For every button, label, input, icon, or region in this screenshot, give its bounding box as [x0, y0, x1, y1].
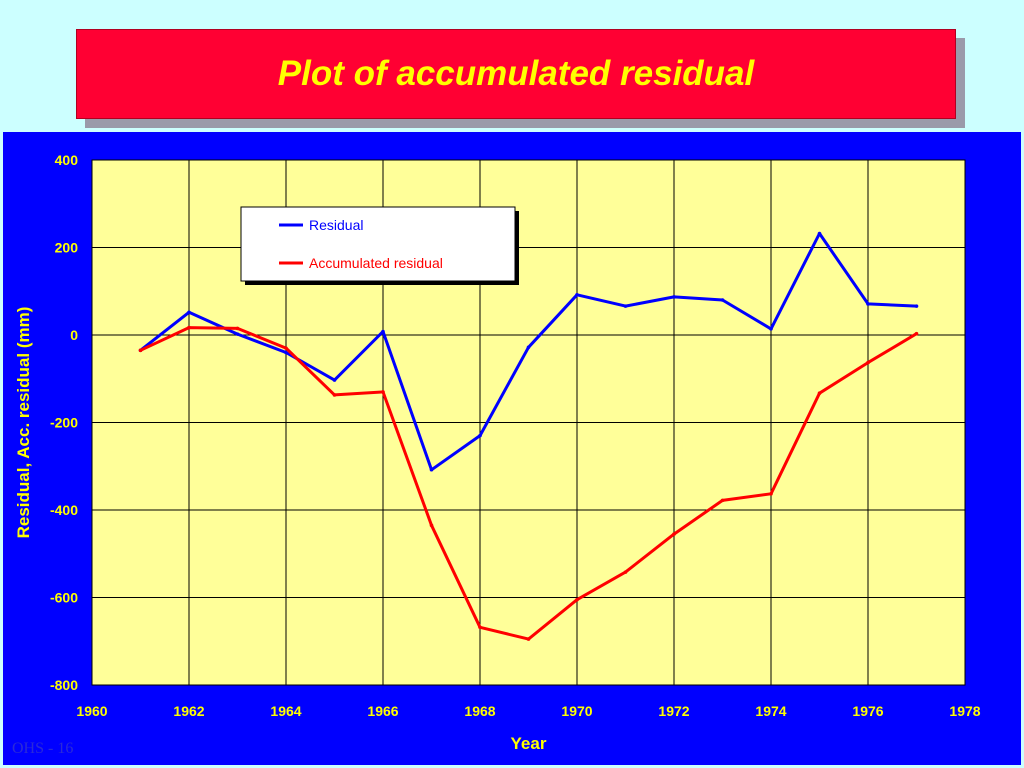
title-banner: Plot of accumulated residual [76, 29, 956, 119]
data-point-accumulated-residual [332, 393, 337, 397]
x-tick-label: 1968 [464, 703, 495, 719]
y-tick-label: -800 [50, 677, 78, 693]
data-point-residual [187, 310, 191, 315]
chart: 400 200 0 -200 -400 -600 -800 1960 1962 1964 1966 1… [14, 152, 981, 753]
x-tick-label: 1976 [852, 703, 883, 719]
data-point-accumulated-residual [914, 331, 919, 336]
data-point-residual [526, 345, 531, 350]
data-point-accumulated-residual [478, 625, 482, 630]
data-point-residual [672, 295, 676, 299]
data-point-residual [720, 298, 725, 302]
y-tick-label: 200 [55, 240, 79, 256]
data-point-accumulated-residual [720, 498, 725, 503]
data-point-accumulated-residual [187, 325, 191, 330]
legend-label-accumulated-residual: Accumulated residual [309, 255, 443, 271]
x-tick-label: 1966 [367, 703, 398, 719]
y-tick-label: 400 [55, 152, 79, 168]
data-point-residual [429, 467, 434, 472]
data-point-accumulated-residual [284, 346, 288, 350]
data-point-residual [769, 327, 773, 331]
legend-box [240, 206, 516, 282]
data-point-residual [381, 329, 385, 334]
x-tick-label: 1978 [949, 703, 980, 719]
x-tick-label: 1962 [173, 703, 204, 719]
slide-footer: OHS - 16 [12, 740, 74, 757]
data-point-accumulated-residual [769, 492, 773, 496]
data-point-accumulated-residual [866, 360, 870, 365]
x-tick-label: 1960 [76, 703, 107, 719]
data-point-residual [866, 302, 870, 306]
y-tick-label: -400 [50, 502, 78, 518]
legend-label-residual: Residual [309, 217, 363, 233]
slide-title: Plot of accumulated residual [277, 54, 755, 93]
data-point-accumulated-residual [235, 326, 240, 331]
data-point-accumulated-residual [575, 597, 579, 602]
data-point-residual [332, 378, 337, 382]
x-tick-label: 1970 [561, 703, 592, 719]
x-axis-title: Year [511, 734, 547, 753]
x-tick-label: 1974 [755, 703, 786, 719]
data-point-accumulated-residual [672, 532, 676, 536]
y-tick-label: 0 [70, 327, 78, 343]
chart-panel: 400 200 0 -200 -400 -600 -800 1960 1962 1964 1966 1… [3, 132, 1021, 765]
y-tick-label: -600 [50, 590, 78, 606]
data-point-accumulated-residual [138, 348, 143, 353]
data-point-residual [623, 304, 628, 308]
data-point-accumulated-residual [526, 637, 531, 641]
y-axis-title: Residual, Acc. residual (mm) [14, 307, 33, 539]
data-point-residual [478, 433, 482, 438]
x-tick-label: 1964 [270, 703, 301, 719]
data-point-residual [914, 304, 919, 308]
data-point-accumulated-residual [381, 390, 385, 394]
data-point-residual [575, 292, 579, 297]
x-tick-label: 1972 [658, 703, 689, 719]
data-point-accumulated-residual [623, 570, 628, 574]
data-point-residual [284, 350, 288, 355]
data-point-accumulated-residual [429, 523, 434, 528]
y-tick-label: -200 [50, 415, 78, 431]
data-point-residual [817, 231, 822, 236]
data-point-accumulated-residual [817, 391, 822, 395]
data-point-residual [235, 332, 240, 336]
